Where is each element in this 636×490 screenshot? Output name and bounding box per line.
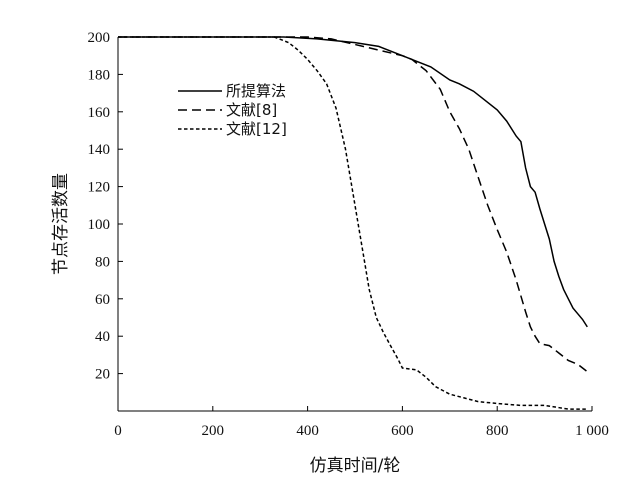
y-tick-label: 20 — [95, 367, 110, 383]
y-axis-title: 节点存活数量 — [51, 173, 71, 275]
y-tick-label: 180 — [88, 67, 111, 83]
y-tick-label: 40 — [95, 329, 110, 345]
y-tick-label: 120 — [88, 180, 111, 196]
y-axis-ticks: 20 40 60 80 100 120 140 160 180 200 — [88, 30, 123, 383]
y-tick-label: 140 — [88, 142, 111, 158]
x-axis-title: 仿真时间/轮 — [310, 456, 401, 476]
y-tick-label: 60 — [95, 292, 110, 308]
y-tick-label: 160 — [88, 105, 111, 121]
x-axis-ticks: 0 200 400 600 800 1 000 — [114, 406, 609, 439]
x-tick-label: 800 — [486, 423, 509, 439]
y-tick-label: 100 — [88, 217, 111, 233]
x-tick-label: 400 — [296, 423, 319, 439]
y-tick-label: 80 — [95, 254, 110, 270]
plot-frame — [117, 37, 592, 412]
legend-label: 文献[12] — [226, 120, 287, 138]
series-line-3 — [118, 36, 588, 410]
legend-label: 文献[8] — [226, 101, 277, 119]
x-tick-label: 600 — [391, 423, 414, 439]
series-line-2 — [118, 36, 588, 373]
series-lines — [118, 36, 588, 410]
x-tick-label: 1 000 — [575, 423, 609, 439]
legend-label: 所提算法 — [226, 82, 286, 100]
x-tick-label: 0 — [114, 423, 122, 439]
x-tick-label: 200 — [202, 423, 225, 439]
y-tick-label: 200 — [88, 30, 111, 46]
